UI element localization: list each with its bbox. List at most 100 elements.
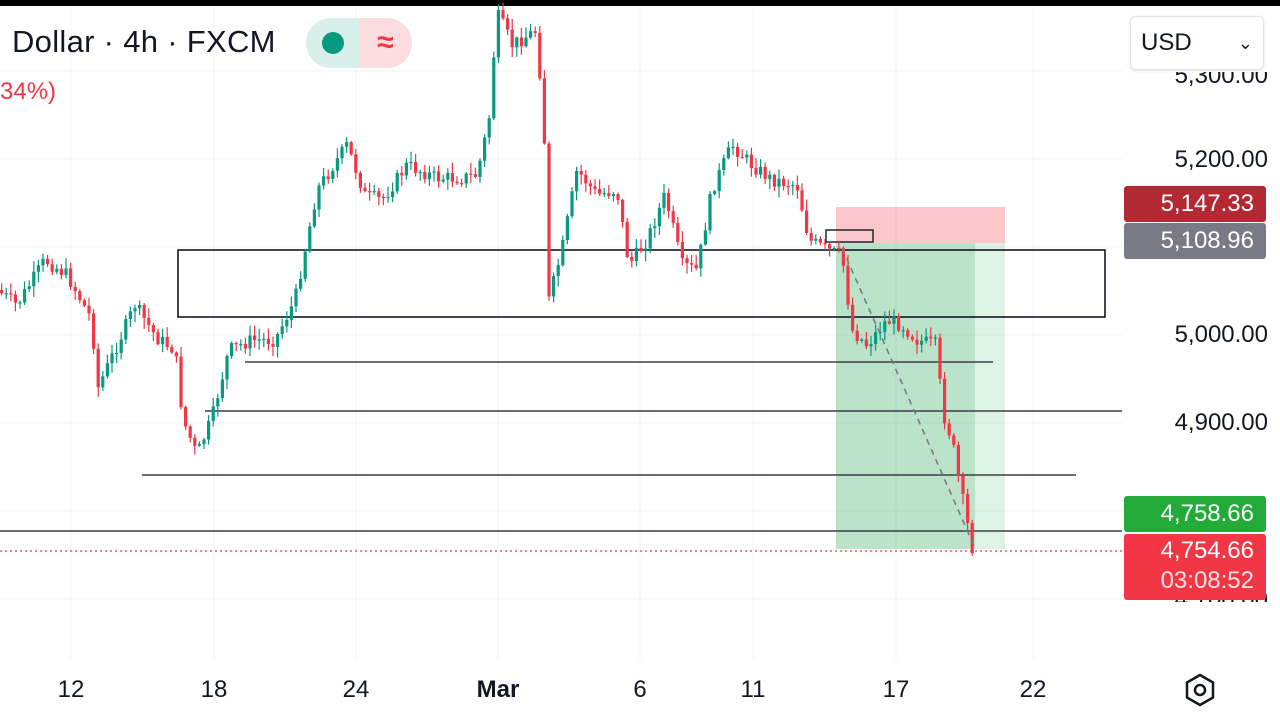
wave-icon[interactable]: ≈ [359,18,412,68]
candle-body [961,475,965,494]
candle-body [818,238,822,243]
candle-body [455,181,459,184]
candle-body [740,156,744,159]
candle-body [124,319,128,340]
candle-body [519,37,523,47]
time-label-month: Mar [476,676,520,703]
currency-select[interactable]: USD ⌄ [1130,16,1264,70]
candle-body [616,194,620,200]
candle-body [749,154,753,169]
candle-body [9,293,13,295]
candle-body [828,244,832,249]
candle-body [322,176,326,186]
candle-body [956,445,960,476]
candle-body [855,330,859,341]
candle-body [887,321,891,324]
candle-body [772,174,776,187]
candle-body [906,330,910,337]
candle-body [174,352,178,357]
candle-body [358,172,362,188]
entry-box [825,229,874,243]
candle-body [4,293,8,295]
candle-body [575,170,579,192]
candle-body [138,304,142,309]
current-price: 4,754.66 [1160,537,1254,564]
candle-body [170,347,174,353]
candle-body [483,137,487,161]
candle-body [377,191,381,197]
candle-body [331,170,335,179]
candle-body [763,166,767,180]
take-profit-zone [836,243,975,549]
candle-body [73,286,77,292]
candle-body [368,191,372,193]
gear-icon[interactable] [1182,672,1218,708]
candle-body [625,221,629,257]
bar-countdown: 03:08:52 [1160,567,1254,594]
time-label: 12 [57,676,85,703]
candle-body [680,241,684,259]
candle-body [547,143,551,297]
candle-body [92,313,96,349]
take-profit-zone-ext [975,243,1005,549]
candle-body [446,172,450,180]
candle-body [897,316,901,331]
candle-body [653,226,657,229]
stop-loss-zone [836,207,1005,243]
candle-body [588,183,592,187]
candle-body [317,185,321,210]
candle-body [427,172,431,180]
candle-body [142,304,146,318]
candle-body [197,443,201,446]
indicator-pill[interactable]: ≈ [306,18,412,68]
candle-body [46,258,50,265]
candle-body [745,154,749,158]
candle-body [676,223,680,242]
stop-loss-tag: 5,147.33 [1124,186,1266,222]
candle-body [225,356,229,380]
candle-body [391,191,395,198]
candle-body [82,300,86,306]
candle-body [441,179,445,182]
candle-body [777,178,781,187]
symbol-title[interactable]: Dollar · 4h · FXCM [12,24,276,59]
candle-body [722,158,726,170]
candle-body [552,276,556,297]
candle-body [285,319,289,327]
candle-body [349,142,353,155]
candle-body [487,118,491,138]
currency-value: USD [1141,29,1192,56]
take-profit-tag: 4,758.66 [1124,496,1266,532]
candle-body [381,196,385,199]
candle-body [814,238,818,241]
candle-body [220,379,224,399]
candle-body [694,264,698,269]
candle-body [308,226,312,252]
candle-body [786,185,790,188]
candle-body [713,191,717,194]
status-toggle[interactable] [306,18,359,68]
candle-body [506,18,510,30]
candle-body [869,344,873,347]
candle-body [23,289,27,303]
candle-body [110,353,114,364]
candle-body [892,316,896,324]
candle-body [363,187,367,192]
candle-body [418,171,422,174]
candle-body [933,337,937,339]
candle-body [768,174,772,180]
candle-body [662,192,666,208]
candle-body [671,211,675,224]
candle-body [18,302,22,304]
candle-body [832,247,836,250]
candle-body [823,242,827,245]
candle-body [437,171,441,182]
candle-body [55,268,59,272]
candle-body [717,169,721,192]
candle-body [621,199,625,222]
candle-body [524,37,528,47]
price-label: 5,000.00 [1174,321,1268,348]
candle-body [910,336,914,340]
time-label: 6 [633,676,647,703]
